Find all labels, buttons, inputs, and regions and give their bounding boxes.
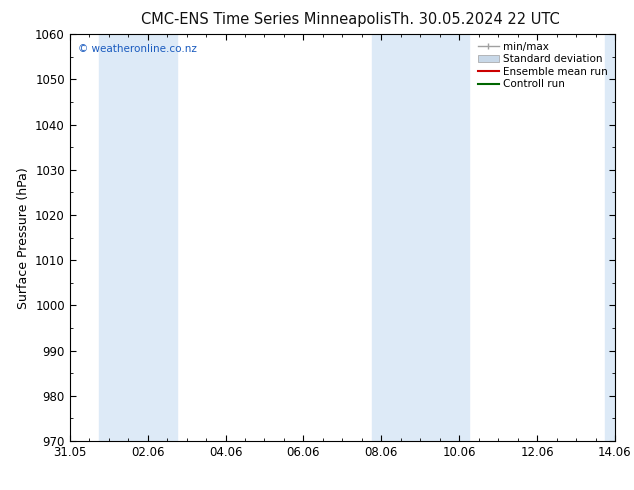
Text: © weatheronline.co.nz: © weatheronline.co.nz (78, 45, 197, 54)
Bar (372, 34, 469, 441)
Y-axis label: Surface Pressure (hPa): Surface Pressure (hPa) (16, 167, 30, 309)
Text: CMC-ENS Time Series Minneapolis: CMC-ENS Time Series Minneapolis (141, 12, 391, 27)
Bar (605, 34, 615, 441)
Text: Th. 30.05.2024 22 UTC: Th. 30.05.2024 22 UTC (391, 12, 560, 27)
Legend: min/max, Standard deviation, Ensemble mean run, Controll run: min/max, Standard deviation, Ensemble me… (476, 40, 610, 92)
Bar (99, 34, 177, 441)
